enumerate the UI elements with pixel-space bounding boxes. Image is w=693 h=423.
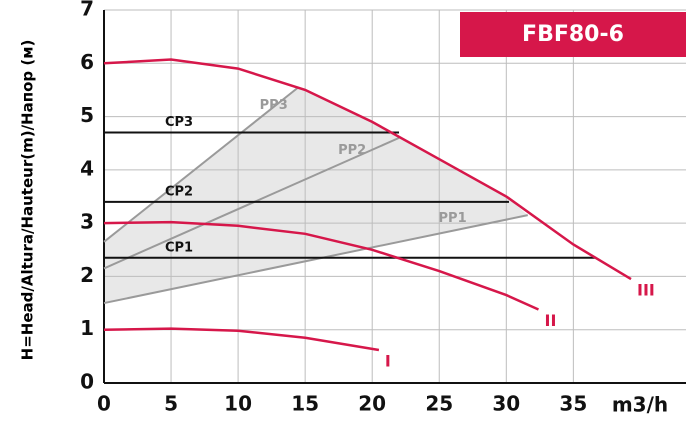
- x-tick-label: 5: [164, 392, 178, 416]
- y-tick-label: 5: [80, 103, 94, 127]
- x-tick-label: 35: [559, 392, 587, 416]
- title-box: [460, 12, 686, 57]
- pp-line: [103, 86, 300, 243]
- x-tick-label: 25: [425, 392, 453, 416]
- x-tick-label: 0: [97, 392, 111, 416]
- pump-curve: [103, 220, 539, 311]
- y-axis-label: H=Head/Altura/Hauteur(m)/Напор (м): [19, 40, 37, 361]
- pp-label: PP2: [338, 143, 366, 158]
- y-tick-label: 2: [80, 263, 94, 287]
- y-tick-label: 4: [80, 156, 94, 180]
- curve-label: III: [637, 281, 655, 300]
- cp-label: CP2: [165, 184, 193, 199]
- y-tick-label: 7: [80, 0, 94, 21]
- curve-label: II: [544, 311, 556, 330]
- cp-label: CP3: [165, 115, 193, 130]
- pp-line: [103, 214, 528, 305]
- y-tick-label: 0: [80, 370, 94, 394]
- x-tick-label: 30: [492, 392, 520, 416]
- cp-label: CP1: [165, 240, 193, 255]
- pp-label: PP1: [439, 211, 467, 226]
- y-tick-label: 3: [80, 210, 94, 234]
- pp-label: PP3: [260, 98, 288, 113]
- pump-curve: [103, 58, 632, 281]
- pp-line: [103, 136, 400, 270]
- y-tick-label: 6: [80, 50, 94, 74]
- x-axis-label: m3/h: [612, 393, 668, 417]
- pp-area: [104, 87, 528, 304]
- x-tick-label: 15: [291, 392, 319, 416]
- curve-label: I: [385, 351, 391, 370]
- x-tick-label: 20: [358, 392, 386, 416]
- x-tick-label: 10: [224, 392, 252, 416]
- y-tick-label: 1: [80, 316, 94, 340]
- chart-title: FBF80-6: [522, 22, 624, 47]
- pump-curve: [103, 327, 380, 352]
